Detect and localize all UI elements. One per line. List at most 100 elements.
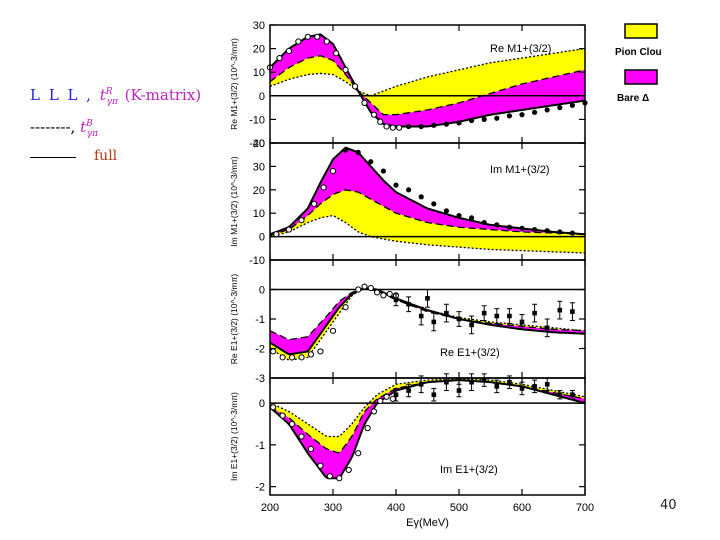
kmatrix-curve xyxy=(269,287,586,341)
legend-kmatrix-sub: γπ xyxy=(106,97,118,107)
legend-full-line-sample xyxy=(30,157,76,158)
filled-data-point xyxy=(544,228,550,234)
panel-title: Re M1+(3/2) xyxy=(490,43,551,55)
filled-data-point xyxy=(425,296,430,301)
filled-data-point xyxy=(469,117,475,124)
x-tick-label: 200 xyxy=(261,502,279,514)
filled-data-point xyxy=(506,224,512,230)
filled-data-point xyxy=(456,316,462,322)
filled-data-point xyxy=(469,379,474,385)
y-tick-label: -10 xyxy=(249,255,265,267)
filled-data-point xyxy=(544,381,550,387)
open-data-point xyxy=(307,445,315,453)
filled-data-point xyxy=(519,225,525,232)
filled-data-point xyxy=(418,381,424,387)
panel-frame xyxy=(269,259,586,379)
y-tick-label: -1 xyxy=(255,440,265,452)
filled-data-point xyxy=(519,319,525,325)
legend-kmatrix-suffix: (K-matrix) xyxy=(124,86,202,104)
legend-kmatrix-sup: R xyxy=(105,87,113,97)
filled-data-point xyxy=(532,109,538,115)
full-curve xyxy=(269,33,586,128)
open-data-point xyxy=(307,351,315,358)
filled-data-point xyxy=(557,307,563,313)
open-data-point xyxy=(386,290,393,298)
open-data-point xyxy=(295,38,302,45)
legend-born-prefix: --------, xyxy=(30,118,76,136)
x-tick-label: 600 xyxy=(513,502,531,514)
bare-delta-label: Bare Δ xyxy=(617,93,649,104)
filled-data-point xyxy=(494,313,500,319)
panel-title: Im E1+(3/2) xyxy=(440,464,498,476)
filled-data-point xyxy=(481,377,487,383)
filled-data-point xyxy=(443,208,449,214)
filled-data-point xyxy=(557,105,563,111)
legend-born-sup: B xyxy=(86,119,93,129)
open-data-point xyxy=(364,425,371,432)
open-data-point xyxy=(355,286,362,293)
filled-data-point xyxy=(570,309,575,314)
filled-data-point xyxy=(343,147,349,153)
open-data-point xyxy=(304,33,311,40)
filled-data-point xyxy=(494,384,500,389)
filled-data-point xyxy=(443,121,449,127)
filled-data-point xyxy=(355,149,361,155)
open-data-point xyxy=(351,83,359,90)
filled-data-point xyxy=(507,379,512,385)
y-axis-label: Im E1+(3/2) (10^-3/mπ) xyxy=(229,392,239,481)
filled-data-point xyxy=(469,215,475,221)
filled-data-point xyxy=(431,319,437,325)
y-tick-label: 10 xyxy=(253,67,265,79)
open-data-point xyxy=(329,167,337,175)
open-data-point xyxy=(288,354,296,361)
panel-title: Re E1+(3/2) xyxy=(440,347,500,359)
y-tick-label: 0 xyxy=(259,232,265,244)
born-curve xyxy=(269,287,586,361)
open-data-point xyxy=(342,304,349,311)
filled-data-point xyxy=(368,159,374,165)
panel-frame xyxy=(269,377,586,496)
legend-kmatrix-symbol: tRγπ xyxy=(99,86,118,107)
born-curve xyxy=(269,47,586,97)
y-tick-label: 20 xyxy=(253,44,265,56)
panel-im_e1plus: -2 -1 0 Im E1+(3/2) (10^-3/mπ) Im E1+(3/2) xyxy=(229,373,586,496)
open-data-point xyxy=(326,473,333,480)
open-data-point xyxy=(374,289,381,296)
pion-cloud-band xyxy=(270,48,585,115)
filled-data-point xyxy=(444,379,449,385)
open-data-point xyxy=(285,226,293,233)
pion-cloud-band xyxy=(270,378,585,453)
y-tick-label: 0 xyxy=(259,91,265,103)
open-data-point xyxy=(342,66,349,73)
filled-data-point xyxy=(406,301,411,307)
open-data-point xyxy=(367,284,374,292)
filled-data-point xyxy=(418,313,424,319)
x-tick-label: 700 xyxy=(576,502,594,514)
x-tick-label: 500 xyxy=(450,502,468,514)
open-data-point xyxy=(317,348,324,355)
open-data-point xyxy=(389,124,396,131)
open-data-point xyxy=(370,408,378,415)
open-data-point xyxy=(377,118,384,125)
filled-data-point xyxy=(544,107,550,113)
y-axis-label: Re E1+(3/2) (10^-3/mπ) xyxy=(229,274,239,365)
y-tick-label: 0 xyxy=(259,285,265,297)
filled-data-point xyxy=(469,322,474,328)
open-data-point xyxy=(345,466,352,474)
y-tick-label: -2 xyxy=(255,482,265,494)
y-tick-label: 20 xyxy=(253,185,265,197)
filled-data-point xyxy=(444,310,449,316)
y-tick-label: 0 xyxy=(259,398,265,410)
pion-cloud-label: Pion Clou xyxy=(615,47,662,58)
filled-data-point xyxy=(380,168,386,174)
filled-data-point xyxy=(569,230,575,236)
filled-data-point xyxy=(431,122,437,128)
bare-delta-band xyxy=(270,380,585,479)
x-tick-label: 400 xyxy=(387,502,405,514)
legend-kmatrix-prefix: L L L , xyxy=(30,86,93,104)
open-data-point xyxy=(355,450,362,457)
open-data-point xyxy=(370,111,378,118)
filled-data-point xyxy=(431,201,437,207)
